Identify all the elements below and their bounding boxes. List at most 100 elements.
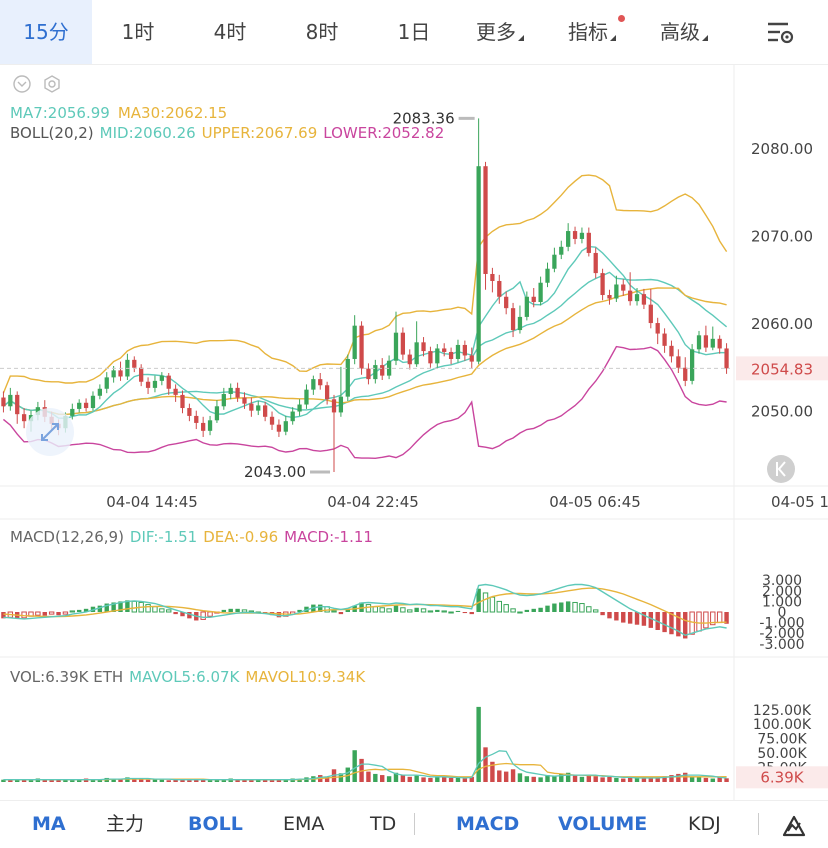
chart-area[interactable]: 2083.36 2043.00 2080.00 2070.00 2060.00 2050… bbox=[0, 64, 828, 800]
vol-legend: VOL:6.39K ETH MAVOL5:6.07K MAVOL10:9.34K bbox=[10, 668, 373, 686]
candle-body bbox=[683, 367, 688, 381]
macd-histogram-bar bbox=[104, 603, 109, 612]
macd-histogram-bar bbox=[207, 611, 213, 617]
volume-bar bbox=[621, 778, 626, 782]
macd-histogram-bar bbox=[407, 609, 413, 613]
candle-body bbox=[552, 254, 557, 269]
volume-bar bbox=[283, 779, 289, 782]
volume-axis-label: 125.00K bbox=[753, 703, 812, 719]
volume-bar bbox=[200, 779, 206, 782]
tab-4h[interactable]: 4时 bbox=[213, 20, 247, 44]
tab-advanced[interactable]: 高级 bbox=[644, 0, 724, 64]
macd-histogram-bar bbox=[365, 604, 372, 613]
macd-histogram-bar bbox=[627, 612, 633, 624]
tab-1d[interactable]: 1日 bbox=[397, 20, 431, 44]
time-axis-label: 04-05 1 bbox=[771, 493, 828, 511]
volume-bar bbox=[455, 777, 461, 782]
candle-body bbox=[497, 280, 502, 297]
volume-bar bbox=[345, 767, 350, 782]
vol-title: VOL:6.39K ETH bbox=[10, 668, 124, 686]
macd-histogram-bar bbox=[648, 612, 654, 628]
tab-8h[interactable]: 8时 bbox=[305, 20, 339, 44]
macd-histogram-bar bbox=[372, 606, 379, 613]
volume-bar bbox=[249, 780, 254, 782]
indicator-macd[interactable]: MACD bbox=[456, 813, 520, 835]
indicator-ma[interactable]: MA bbox=[32, 813, 66, 835]
mavol10-value: MAVOL10:9.34K bbox=[245, 668, 366, 686]
macd-histogram-bar bbox=[614, 612, 619, 621]
macd-histogram-bar bbox=[345, 609, 350, 612]
indicator-main-force[interactable]: 主力 bbox=[106, 813, 145, 835]
volume-bar bbox=[676, 773, 681, 782]
macd-histogram-bar bbox=[517, 611, 523, 614]
collapse-icon[interactable] bbox=[13, 75, 31, 93]
candle-body bbox=[145, 381, 151, 388]
price-axis-label: 2070.00 bbox=[751, 227, 813, 245]
price-axis-label: 2060.00 bbox=[751, 315, 813, 333]
volume-bar bbox=[262, 779, 268, 782]
candle-body bbox=[593, 252, 598, 274]
candle-body bbox=[276, 424, 282, 432]
drawing-tools-icon[interactable] bbox=[780, 811, 808, 839]
candle-body bbox=[579, 232, 585, 239]
indicator-volume[interactable]: VOLUME bbox=[558, 813, 648, 835]
macd-histogram-bar bbox=[579, 603, 585, 613]
dropdown-corner-icon bbox=[518, 35, 524, 41]
volume-bar bbox=[70, 780, 75, 782]
tab-advanced-label: 高级 bbox=[660, 20, 700, 44]
high-price-label: 2083.36 bbox=[393, 109, 455, 127]
macd-histogram-bar bbox=[545, 605, 550, 612]
time-axis-label: 04-04 22:45 bbox=[327, 493, 419, 511]
volume-bar bbox=[145, 779, 151, 782]
macd-axis-label: 1.000 bbox=[762, 594, 802, 610]
macd-histogram-bar bbox=[297, 609, 302, 612]
volume-bar bbox=[531, 776, 536, 782]
candle-body bbox=[614, 284, 619, 299]
volume-bar bbox=[448, 777, 454, 782]
candle-body bbox=[504, 296, 509, 309]
candle-body bbox=[201, 422, 206, 431]
chart-settings-icon[interactable] bbox=[766, 20, 796, 46]
macd-histogram-bar bbox=[462, 612, 468, 614]
indicator-td[interactable]: TD bbox=[370, 813, 397, 835]
macd-histogram-bar bbox=[641, 612, 647, 626]
volume-bar bbox=[352, 750, 357, 782]
candle-body bbox=[648, 304, 653, 324]
volume-bar bbox=[256, 779, 261, 782]
candle-body bbox=[669, 345, 674, 357]
tab-15m[interactable]: 15分 bbox=[0, 0, 92, 64]
volume-bar bbox=[269, 780, 275, 782]
boll-title: BOLL(20,2) bbox=[10, 124, 94, 142]
candle-body bbox=[400, 332, 406, 355]
macd-histogram-bar bbox=[662, 612, 667, 633]
indicator-boll[interactable]: BOLL bbox=[188, 813, 243, 835]
candle-body bbox=[152, 380, 158, 388]
ma7-value: MA7:2056.99 bbox=[10, 104, 110, 122]
tab-indicators[interactable]: 指标 bbox=[552, 0, 632, 64]
volume-bar bbox=[297, 779, 302, 782]
candle-body bbox=[510, 308, 516, 331]
macd-histogram-bar bbox=[318, 604, 323, 612]
macd-histogram-bar bbox=[159, 608, 165, 613]
macd-histogram-bar bbox=[241, 609, 248, 613]
indicator-settings-icon[interactable] bbox=[44, 75, 60, 93]
candle-body bbox=[634, 294, 640, 302]
macd-histogram-bar bbox=[716, 611, 723, 624]
indicator-kdj[interactable]: KDJ bbox=[688, 813, 721, 835]
volume-bar bbox=[441, 777, 447, 782]
scroll-to-latest-button[interactable] bbox=[767, 455, 795, 483]
tab-more[interactable]: 更多 bbox=[460, 0, 540, 64]
macd-histogram-bar bbox=[1, 612, 6, 619]
candle-body bbox=[187, 408, 192, 416]
tab-1h[interactable]: 1时 bbox=[121, 20, 155, 44]
macd-histogram-bar bbox=[441, 610, 447, 613]
indicator-ema[interactable]: EMA bbox=[283, 813, 325, 835]
volume-bar bbox=[15, 779, 20, 782]
boll-upper-line bbox=[2, 174, 728, 394]
candle-body bbox=[566, 231, 571, 247]
volume-bar bbox=[483, 747, 488, 782]
candle-body bbox=[235, 387, 240, 398]
candle-body bbox=[662, 333, 667, 346]
volume-bar bbox=[76, 779, 82, 782]
macd-axis-label: 3.000 bbox=[762, 573, 802, 589]
